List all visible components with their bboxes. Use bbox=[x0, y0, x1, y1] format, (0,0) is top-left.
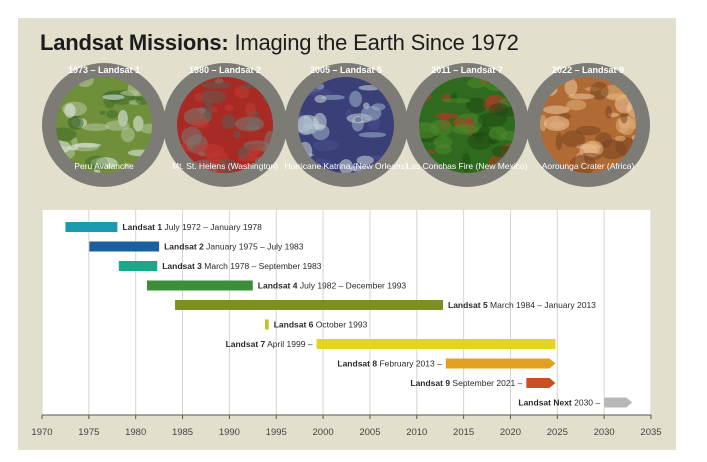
plot-area bbox=[42, 210, 651, 415]
image-caption: Hurricane Katrina (New Orleans) bbox=[284, 161, 407, 171]
bar-landsat-6 bbox=[264, 319, 269, 330]
x-tick-label: 1975 bbox=[78, 427, 99, 438]
image-title: 2011 – Landsat 7 bbox=[431, 65, 503, 75]
page-title: Landsat Missions: Imaging the Earth Sinc… bbox=[40, 30, 519, 56]
mission-image-5: 2022 – Landsat 9 Aorounga Crater (Africa) bbox=[526, 63, 650, 187]
x-tick-label: 1980 bbox=[125, 427, 146, 438]
bar-label: Landsat 5 March 1984 – January 2013 bbox=[448, 300, 596, 310]
x-tick-label: 2030 bbox=[594, 427, 615, 438]
image-title: 1973 – Landsat 1 bbox=[68, 65, 140, 75]
bar-landsat-next bbox=[604, 397, 633, 408]
bar-label: Landsat 9 September 2021 – bbox=[410, 378, 522, 388]
x-tick-label: 1985 bbox=[172, 427, 193, 438]
title-rest: Imaging the Earth Since 1972 bbox=[234, 30, 519, 55]
bar-label: Landsat 6 October 1993 bbox=[274, 320, 368, 330]
bar-landsat-4 bbox=[146, 280, 253, 291]
image-title: 2022 – Landsat 9 bbox=[552, 65, 624, 75]
image-caption: Peru Avalanche bbox=[74, 161, 134, 171]
mission-image-4: 2011 – Landsat 7 Las Conchas Fire (New Me… bbox=[405, 63, 529, 187]
x-tick-label: 2020 bbox=[500, 427, 521, 438]
image-title: 1980 – Landsat 2 bbox=[189, 65, 261, 75]
x-tick-label: 2035 bbox=[640, 427, 661, 438]
image-caption: Mt. St. Helens (Washington) bbox=[172, 161, 278, 171]
bar-label: Landsat 2 January 1975 – July 1983 bbox=[164, 242, 304, 252]
bar-label: Landsat Next 2030 – bbox=[518, 398, 600, 408]
x-tick-label: 2025 bbox=[547, 427, 568, 438]
x-tick-label: 2010 bbox=[406, 427, 427, 438]
x-tick-label: 1970 bbox=[31, 427, 52, 438]
bar-label: Landsat 7 April 1999 – bbox=[226, 339, 313, 349]
x-tick-label: 2000 bbox=[313, 427, 334, 438]
bar-landsat-9 bbox=[526, 378, 556, 388]
mission-image-1: 1973 – Landsat 1 Peru Avalanche bbox=[42, 63, 166, 187]
image-title: 2005 – Landsat 5 bbox=[310, 65, 382, 75]
bar-landsat-5 bbox=[175, 300, 444, 310]
mission-image-2: 1980 – Landsat 2 Mt. St. Helens (Washingt… bbox=[163, 63, 287, 187]
image-caption: Las Conchas Fire (New Mexico) bbox=[407, 161, 528, 171]
title-bold: Landsat Missions: bbox=[40, 30, 229, 55]
x-tick-label: 2015 bbox=[453, 427, 474, 438]
image-caption: Aorounga Crater (Africa) bbox=[542, 161, 635, 171]
bar-landsat-7 bbox=[316, 339, 556, 349]
bar-landsat-8 bbox=[445, 358, 556, 369]
bar-label: Landsat 4 July 1982 – December 1993 bbox=[258, 281, 407, 291]
satellite-image bbox=[419, 77, 515, 173]
x-tick-label: 1995 bbox=[266, 427, 287, 438]
x-tick-label: 1990 bbox=[219, 427, 240, 438]
bar-landsat-2 bbox=[89, 241, 160, 252]
satellite-image bbox=[540, 77, 636, 173]
bar-label: Landsat 3 March 1978 – September 1983 bbox=[162, 261, 322, 271]
satellite-image bbox=[177, 77, 273, 173]
bar-label: Landsat 1 July 1972 – January 1978 bbox=[122, 222, 262, 232]
bar-landsat-3 bbox=[118, 261, 158, 271]
bar-label: Landsat 8 February 2013 – bbox=[337, 359, 442, 369]
bar-landsat-1 bbox=[65, 222, 118, 232]
x-tick-label: 2005 bbox=[359, 427, 380, 438]
